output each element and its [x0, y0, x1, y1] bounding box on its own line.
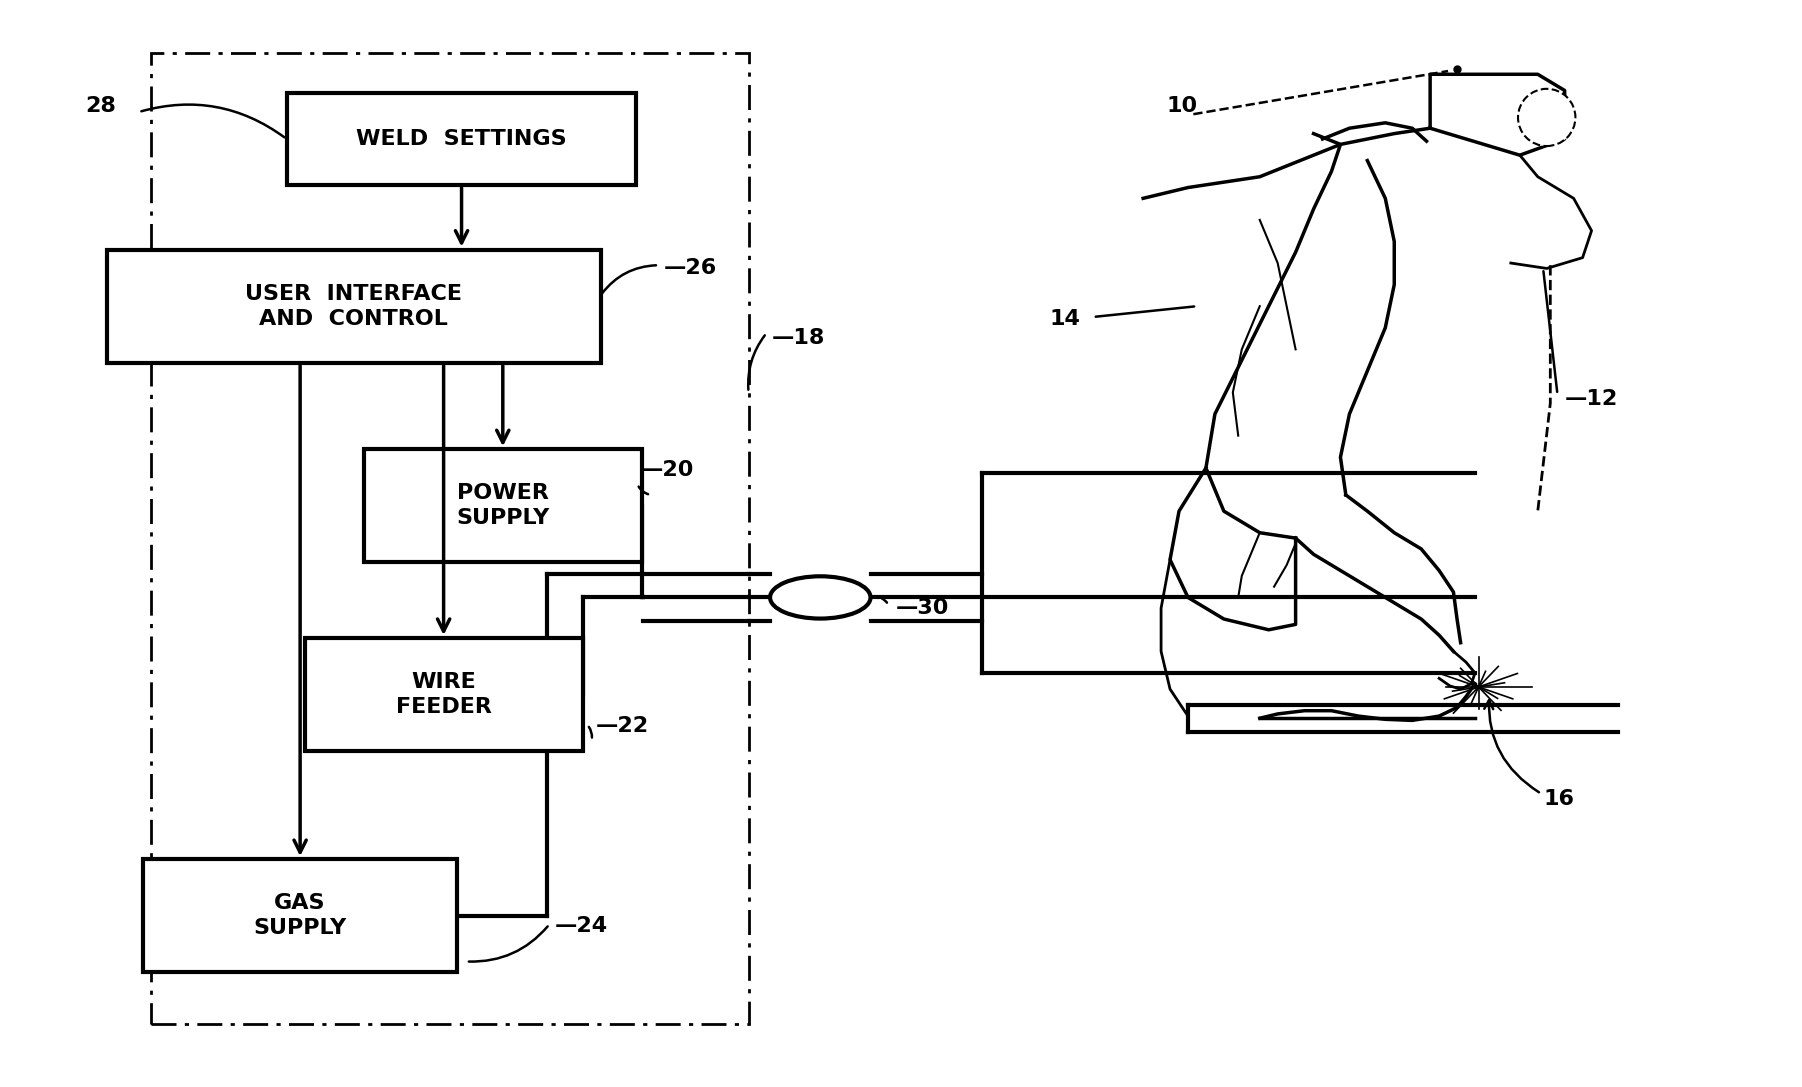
- Text: 14: 14: [1051, 309, 1081, 328]
- Text: —30: —30: [896, 598, 950, 617]
- Bar: [305, 638, 582, 751]
- Ellipse shape: [769, 576, 870, 619]
- Text: 28: 28: [85, 96, 115, 116]
- FancyArrowPatch shape: [748, 336, 764, 390]
- Text: POWER
SUPPLY: POWER SUPPLY: [456, 484, 550, 528]
- Text: USER  INTERFACE
AND  CONTROL: USER INTERFACE AND CONTROL: [245, 284, 463, 328]
- Text: WIRE
FEEDER: WIRE FEEDER: [396, 672, 492, 717]
- FancyArrowPatch shape: [1096, 307, 1195, 316]
- Text: —12: —12: [1564, 389, 1618, 410]
- FancyArrowPatch shape: [141, 104, 285, 137]
- FancyArrowPatch shape: [881, 599, 887, 602]
- Text: 16: 16: [1543, 788, 1575, 809]
- FancyArrowPatch shape: [469, 926, 548, 962]
- FancyArrowPatch shape: [1485, 700, 1539, 792]
- FancyArrowPatch shape: [602, 265, 656, 293]
- Text: —26: —26: [665, 258, 717, 278]
- Bar: [108, 250, 600, 363]
- Text: —24: —24: [555, 916, 607, 936]
- Circle shape: [1517, 89, 1575, 146]
- Bar: [287, 93, 636, 185]
- Bar: [142, 859, 458, 972]
- Text: 10: 10: [1166, 96, 1198, 116]
- Bar: [364, 449, 642, 562]
- Text: —18: —18: [771, 328, 825, 348]
- Bar: [151, 52, 748, 1024]
- Text: —20: —20: [642, 460, 694, 479]
- Text: —22: —22: [596, 716, 649, 736]
- FancyArrowPatch shape: [638, 487, 649, 495]
- FancyArrowPatch shape: [589, 727, 591, 738]
- Text: WELD  SETTINGS: WELD SETTINGS: [357, 129, 568, 149]
- FancyArrowPatch shape: [1544, 271, 1557, 392]
- Text: GAS
SUPPLY: GAS SUPPLY: [254, 894, 346, 938]
